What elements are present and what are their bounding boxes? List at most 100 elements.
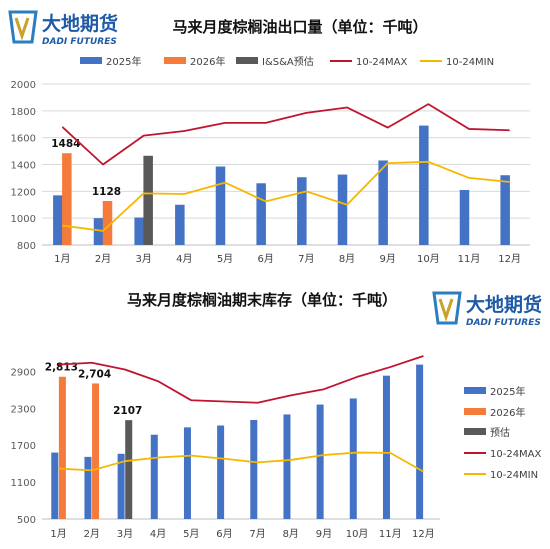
bar-1-1: [102, 200, 113, 245]
brand-name-cn: 大地期货: [466, 293, 542, 316]
x-tick-label: 4月: [150, 528, 166, 540]
data-label: 1484: [51, 138, 80, 150]
x-tick-label: 9月: [316, 528, 332, 540]
bar-0-6: [297, 177, 307, 245]
bar-0-10: [382, 375, 390, 519]
x-tick-label: 9月: [379, 253, 395, 265]
series-line-3: [58, 355, 424, 404]
x-tick-label: 6月: [257, 253, 273, 265]
bar-0-5: [217, 425, 225, 519]
logo-mark-icon: [8, 10, 38, 44]
x-tick-label: 6月: [216, 528, 232, 540]
brand-logo-bottom: 大地期货 DADI FUTURES: [432, 291, 542, 328]
x-tick-label: 10月: [346, 528, 369, 540]
bar-0-3: [150, 434, 158, 519]
x-tick-label: 1月: [50, 528, 66, 540]
x-tick-label: 11月: [379, 528, 402, 540]
legend-label: 2025年: [490, 385, 525, 398]
legend-label: 2026年: [190, 55, 225, 68]
bar-0-8: [378, 160, 388, 245]
brand-name-cn: 大地期货: [42, 12, 118, 35]
bar-0-0: [51, 452, 59, 519]
y-tick-label: 1000: [11, 214, 36, 225]
x-tick-label: 11月: [458, 253, 481, 265]
brand-logo-top: 大地期货 DADI FUTURES: [8, 10, 118, 47]
bar-0-11: [416, 364, 424, 519]
y-tick-label: 500: [17, 515, 36, 526]
series-line-4: [62, 160, 510, 232]
bar-0-6: [250, 419, 258, 519]
legend-label: 10-24MIN: [446, 57, 494, 68]
x-tick-label: 5月: [183, 528, 199, 540]
legend-label: 2026年: [490, 406, 525, 419]
bar-0-9: [419, 125, 429, 245]
bar-0-4: [215, 166, 226, 245]
bar-1-0: [58, 376, 66, 519]
legend-label: 预估: [490, 426, 510, 439]
x-tick-label: 2月: [95, 253, 111, 265]
bar-0-7: [283, 414, 291, 519]
y-tick-label: 1600: [11, 134, 36, 145]
data-label: 1128: [92, 186, 121, 198]
y-tick-label: 2300: [11, 404, 36, 415]
bar-0-7: [337, 174, 348, 245]
bar-0-9: [349, 398, 357, 519]
bar-0-1: [84, 456, 92, 519]
y-tick-label: 1100: [11, 478, 36, 489]
legend-label: 2025年: [106, 55, 141, 68]
x-tick-label: 10月: [417, 253, 440, 265]
inventory-chart: 马来月度棕榈油期末库存（单位：千吨） 500 1100 1700 2300 2900 1月 2…: [11, 291, 542, 540]
bar-0-1: [93, 218, 104, 245]
y-tick-label: 2900: [11, 367, 36, 378]
legend-label: I&S&A预估: [262, 55, 314, 68]
y-tick-label: 1400: [11, 161, 36, 172]
x-tick-label: 7月: [249, 528, 265, 540]
bar-0-2: [134, 217, 144, 245]
bar-0-4: [183, 427, 191, 519]
x-tick-label: 5月: [217, 253, 233, 265]
bar-2-2: [125, 420, 133, 519]
x-tick-label: 3月: [135, 253, 151, 265]
x-tick-label: 8月: [339, 253, 355, 265]
legend-swatch-0: [80, 57, 102, 64]
data-label: 2107: [113, 405, 142, 417]
bar-0-10: [459, 189, 470, 245]
x-tick-label: 7月: [298, 253, 314, 265]
bar-0-8: [316, 404, 324, 519]
x-tick-label: 1月: [54, 253, 70, 265]
x-tick-label: 12月: [498, 253, 521, 265]
legend-label: 10-24MAX: [490, 449, 542, 460]
x-tick-label: 4月: [176, 253, 192, 265]
y-tick-label: 2000: [11, 80, 36, 91]
data-label: 2,704: [78, 368, 111, 380]
bar-0-3: [175, 204, 185, 245]
legend-swatch-0: [464, 387, 486, 394]
bar-0-5: [256, 183, 266, 245]
chart-title: 马来月度棕榈油出口量（单位：千吨）: [172, 18, 427, 36]
bar-0-2: [117, 453, 125, 519]
series-line-4: [58, 451, 424, 473]
x-tick-label: 12月: [412, 528, 435, 540]
x-tick-label: 3月: [117, 528, 133, 540]
legend-label: 10-24MAX: [356, 57, 408, 68]
legend-label: 10-24MIN: [490, 470, 538, 481]
bar-2-2: [143, 155, 153, 245]
logo-mark-icon: [432, 291, 462, 325]
chart-title: 马来月度棕榈油期末库存（单位：千吨）: [127, 291, 397, 309]
series-line-3: [61, 103, 510, 166]
legend-swatch-2: [236, 57, 258, 64]
legend-swatch-2: [464, 428, 486, 435]
y-tick-label: 1700: [11, 441, 36, 452]
bar-1-1: [92, 383, 100, 519]
x-tick-label: 8月: [283, 528, 299, 540]
brand-name-en: DADI FUTURES: [42, 37, 117, 47]
export-chart: 马来月度棕榈油出口量（单位：千吨） 800 1000 1200 1400 1600 1800…: [11, 18, 530, 265]
legend-swatch-1: [464, 408, 486, 415]
brand-name-en: DADI FUTURES: [466, 318, 541, 328]
legend-swatch-1: [164, 57, 186, 64]
bar-0-11: [500, 175, 510, 245]
y-tick-label: 1800: [11, 107, 36, 118]
bar-1-0: [62, 153, 72, 245]
